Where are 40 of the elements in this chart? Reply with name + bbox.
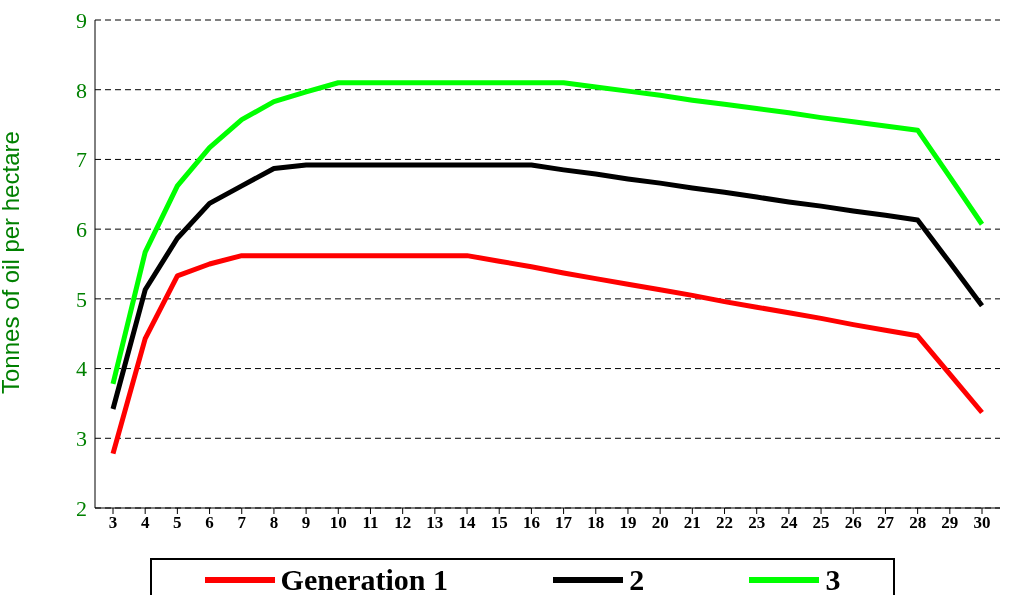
x-tick-label: 26 <box>844 513 862 533</box>
y-tick-label: 8 <box>76 77 87 103</box>
y-tick-label: 4 <box>76 356 87 382</box>
y-tick-label: 2 <box>76 495 87 521</box>
y-tick-label: 5 <box>76 286 87 312</box>
x-tick-label: 20 <box>651 513 669 533</box>
x-tick-label: 30 <box>973 513 991 533</box>
x-tick-label: 5 <box>173 513 182 533</box>
x-tick-label: 8 <box>269 513 279 533</box>
y-tick-label: 7 <box>76 147 87 173</box>
x-tick-label: 18 <box>587 513 605 533</box>
x-tick-label: 19 <box>619 513 637 533</box>
x-tick-label: 17 <box>555 513 573 533</box>
x-tick-label: 21 <box>683 513 701 533</box>
x-tick-label: 27 <box>876 513 895 533</box>
y-axis-title: Tonnes of oil per hectare <box>0 131 24 394</box>
x-tick-label: 11 <box>362 513 379 533</box>
x-tick-label: 4 <box>140 513 150 533</box>
x-tick-label: 28 <box>909 513 927 533</box>
legend-label: 2 <box>629 563 645 595</box>
x-tick-label: 10 <box>329 513 347 533</box>
y-tick-label: 3 <box>76 426 87 452</box>
x-tick-label: 13 <box>426 513 444 533</box>
x-tick-label: 23 <box>748 513 766 533</box>
x-tick-label: 25 <box>812 513 830 533</box>
x-tick-label: 15 <box>490 513 508 533</box>
x-tick-label: 6 <box>205 513 214 533</box>
legend-label: 3 <box>825 563 841 595</box>
x-tick-label: 14 <box>458 513 477 533</box>
y-tick-label: 6 <box>76 216 87 242</box>
x-tick-label: 12 <box>394 513 412 533</box>
legend-label: Generation 1 <box>280 563 449 595</box>
x-tick-label: 29 <box>941 513 959 533</box>
x-tick-label: 22 <box>716 513 734 533</box>
x-tick-label: 9 <box>301 513 311 533</box>
x-tick-label: 7 <box>237 513 247 533</box>
x-tick-label: 16 <box>522 513 540 533</box>
x-tick-label: 24 <box>780 513 798 533</box>
x-tick-label: 3 <box>108 513 118 533</box>
y-tick-label: 9 <box>76 7 87 33</box>
